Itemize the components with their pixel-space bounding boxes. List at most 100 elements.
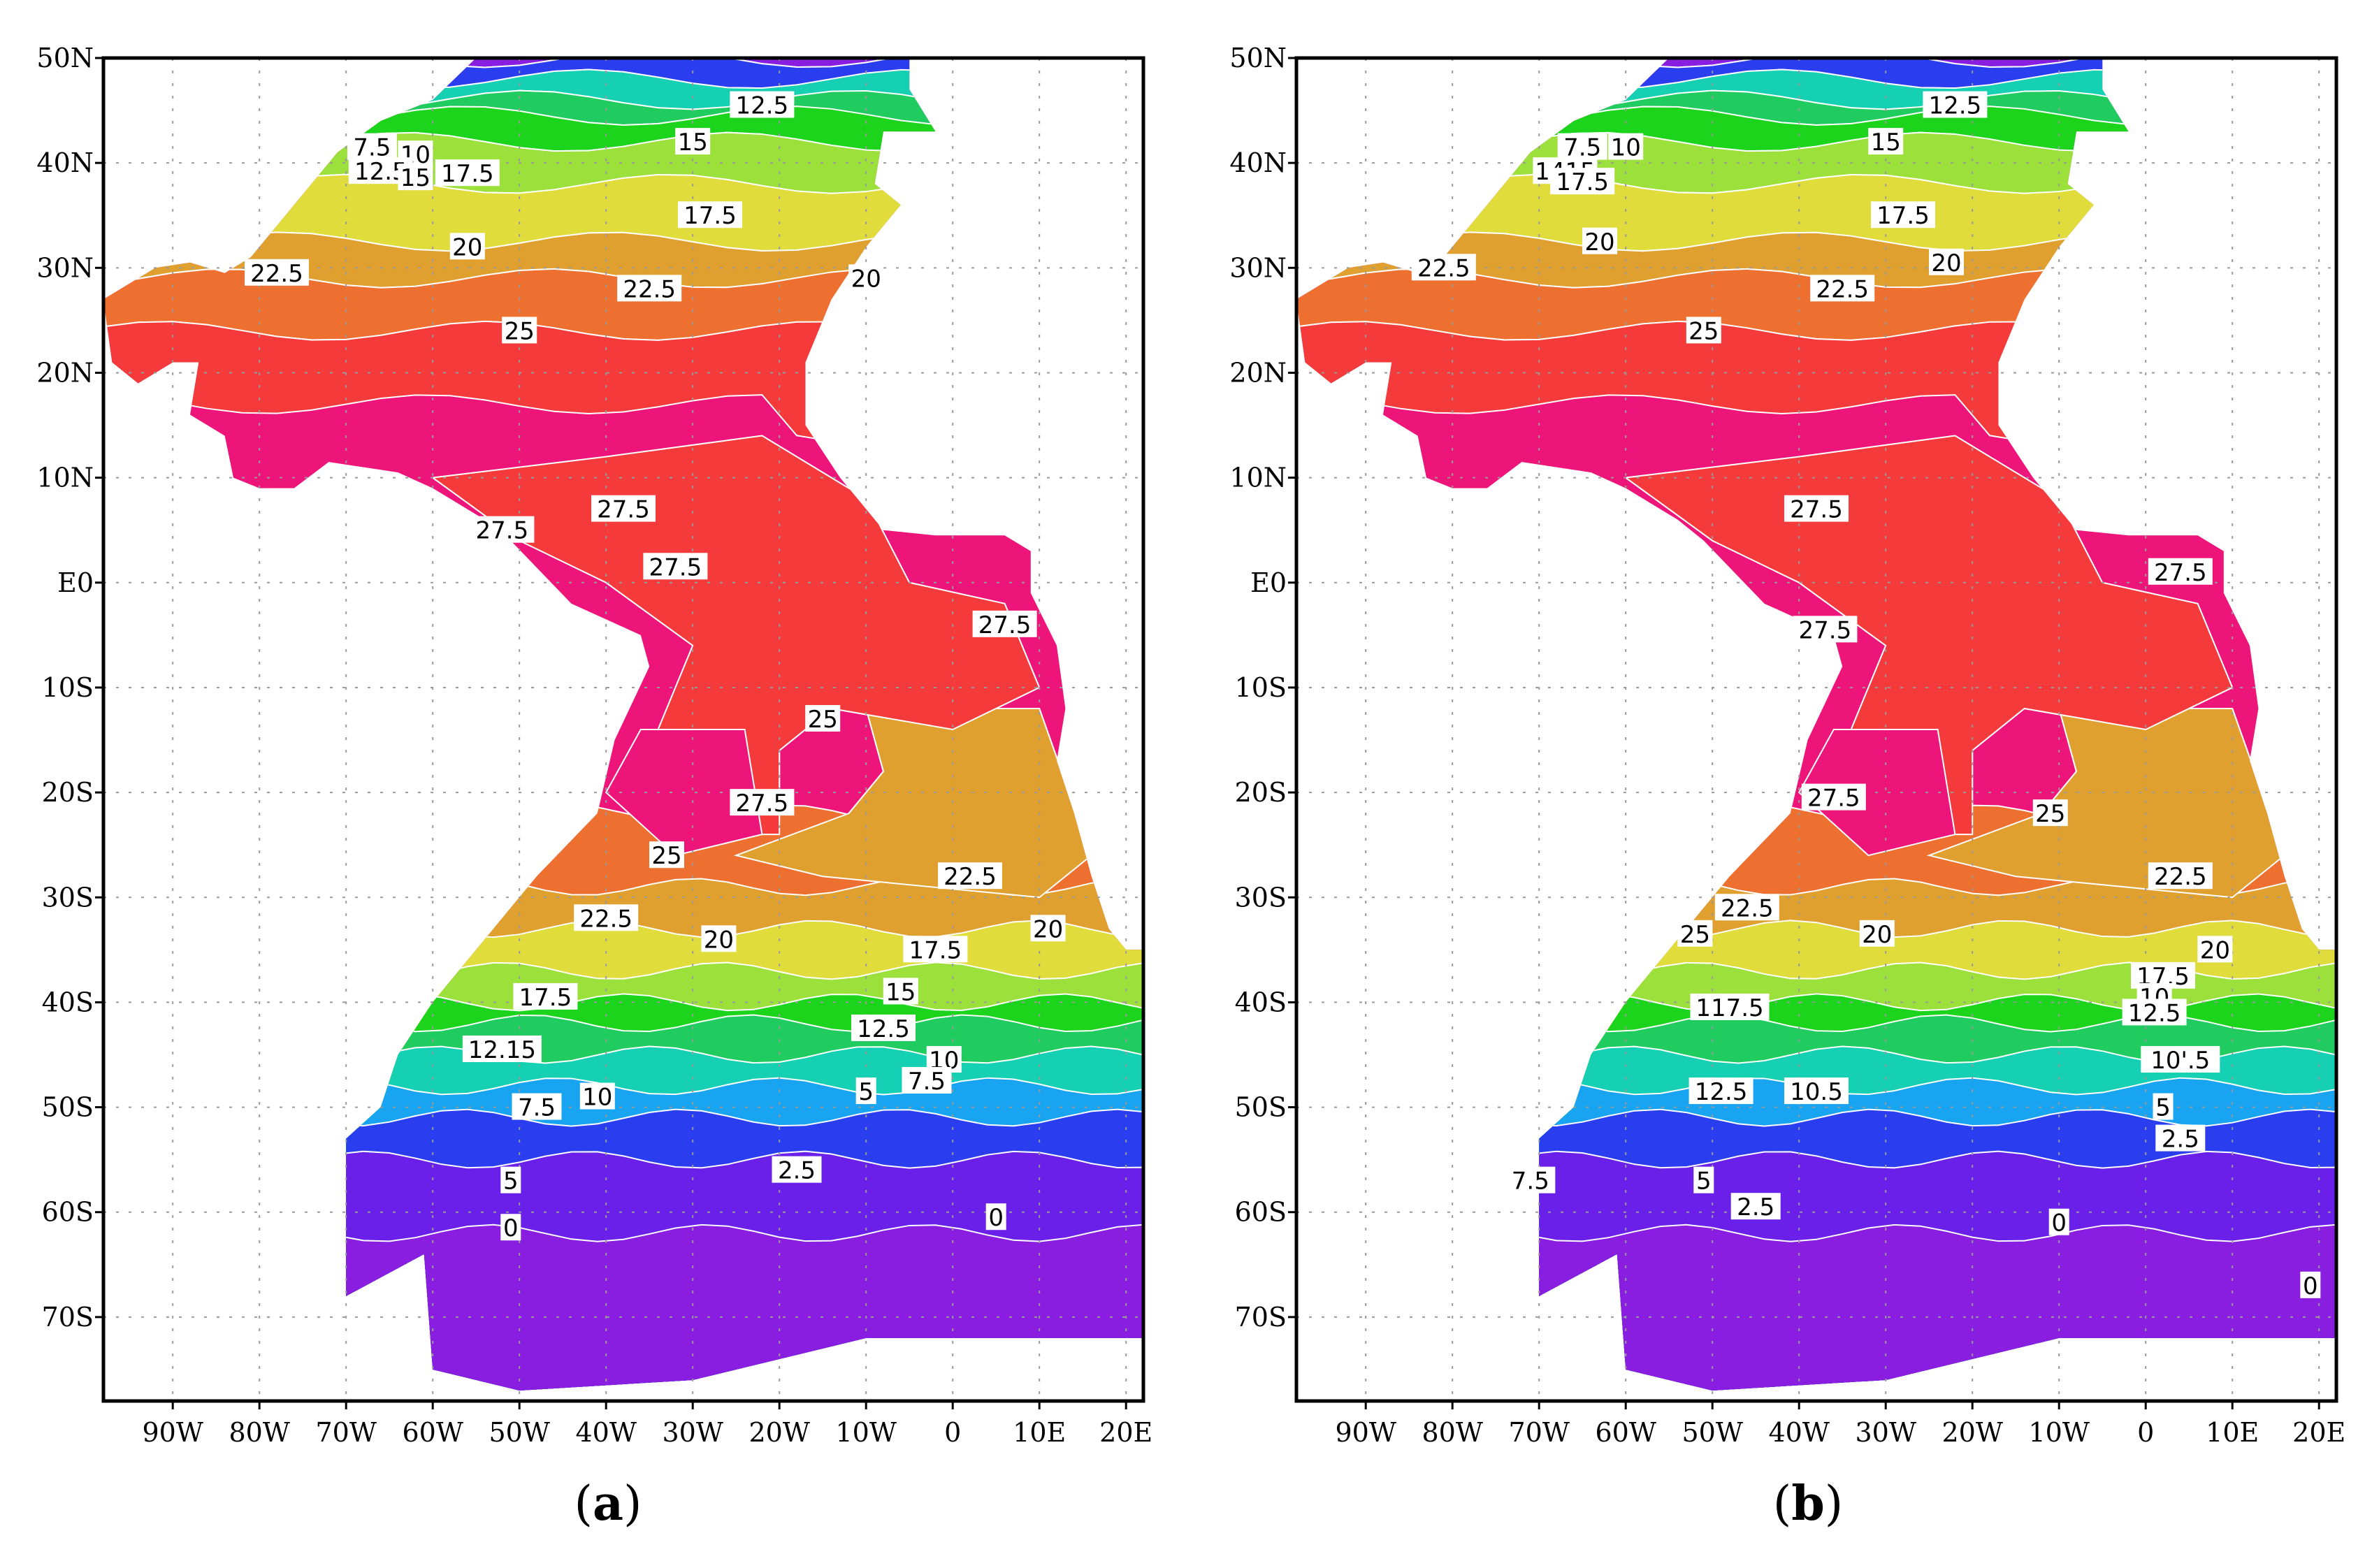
contour-label-box [1690,993,1770,1020]
lon-tick-label: 70W [1508,1417,1569,1448]
contour-label-text: 7.5 [908,1068,946,1096]
contour-label-text: 7.5 [1512,1168,1549,1196]
panel-b-map: 50N 40N 30N 20N 10N E0 10S 20S 30S 40S 50S 60S 70S 90… [1229,43,2345,1448]
contour-label-text: 22.5 [1721,894,1774,922]
contour-label-box [1868,128,1904,155]
lat-tick-label: 20N [1229,357,1287,388]
lat-tick-label: 30S [1235,882,1287,913]
contour-label: 15 [883,978,918,1006]
contour-label-text: 0 [988,1204,1004,1232]
panel-a-caption: (a) [574,1476,642,1532]
contour-label-text: 7.5 [1563,134,1601,162]
lat-tick-label: 10S [42,672,94,703]
lon-tick-label: 40W [1768,1417,1829,1448]
contour-label-box [398,164,433,191]
contour-label: 27.5 [1793,616,1858,644]
lat-tick-label: 30S [42,882,94,913]
lat-tick-label: 60S [42,1197,94,1228]
contour-label-box [2148,558,2213,585]
lon-tick-label: 90W [142,1417,203,1448]
contour-label-box [591,495,656,522]
contour-label-box [1730,1193,1781,1220]
contour-label: 15 [675,128,711,157]
contour-label-text: 17.5 [1556,168,1609,196]
contour-label-box [1686,317,1721,344]
lat-tick-label: 10N [36,463,94,493]
contour-label-box [513,982,578,1010]
contour-label-text: 15 [678,129,708,157]
panel-a-caption-close: ) [623,1476,642,1532]
contour-label-text: 7.5 [518,1094,556,1122]
contour-label: 27.5 [1801,783,1866,813]
lat-tick-label: 50S [42,1092,94,1123]
contour-label-box [675,128,711,155]
lat-tick-label: 70S [1235,1302,1287,1333]
contour-label-box [2032,799,2068,827]
contour-label: 0 [500,1214,521,1242]
contour-label-box [2048,1208,2069,1235]
contour-label-box [985,1203,1006,1231]
contour-label-box [1677,920,1713,947]
contour-label: 2.5 [2155,1124,2206,1154]
contour-label-text: 12.5 [857,1015,910,1043]
contour-label: 12.5 [2122,999,2187,1027]
contour-label: 27.5 [730,789,795,818]
contour-label: 25 [1686,317,1721,345]
lat-tick-label: 20S [42,777,94,808]
contour-label-box [903,936,968,963]
lat-tick-label: 50N [1229,43,1287,73]
contour-label-box [2141,1045,2220,1073]
contour-label-box [805,704,841,732]
contour-label: 7.5 [1557,133,1607,162]
contour-label-text: 2.5 [1737,1193,1774,1221]
contour-label-text: 20 [1862,921,1892,949]
contour-label: 12.15 [462,1035,542,1064]
contour-label-text: 27.5 [649,553,702,581]
panel-b-caption-close: ) [1825,1476,1844,1532]
contour-label-box [883,978,918,1005]
contour-label-text: 15 [1871,129,1901,157]
contour-label-box [1810,275,1875,302]
lon-tick-label: 10W [835,1417,896,1448]
contour-label-text: 27.5 [1799,616,1852,644]
contour-label-box [1608,133,1644,160]
map-frame [101,56,1145,1403]
contour-label-text: 27.5 [476,517,529,545]
contour-label-box [730,789,795,816]
contour-label: 2.5 [1730,1193,1781,1221]
contour-label: 5 [500,1166,521,1196]
panel-b-caption-letter: b [1791,1476,1825,1532]
lat-tick-label: 30N [1229,252,1287,283]
contour-label-box [1689,1077,1753,1105]
contour-label-text: 10'.5 [2150,1047,2210,1075]
contour-label: 5 [2153,1093,2174,1122]
band-s-0 [1296,1224,2336,1391]
contour-label: 27.5 [591,495,656,524]
contour-label-text: 25 [1680,921,1710,949]
contour-label: 20 [1030,915,1066,943]
contour-label-text: 20 [1033,915,1063,943]
contour-label: 22.5 [1810,275,1875,303]
contour-label: 25 [1677,920,1713,949]
contour-label-box [2122,999,2187,1026]
contour-label: 22.5 [2148,862,2213,891]
contour-label-text: 22.5 [623,275,676,303]
contour-label: 7.5 [512,1093,562,1122]
contour-label: 12.5 [730,91,795,120]
contour-label: 0 [2048,1208,2069,1237]
contour-label-box [1411,254,1476,281]
contour-label-text: 22.5 [250,260,303,288]
contour-label: 10 [1608,133,1644,162]
contour-label-box [462,1035,542,1062]
contour-label-text: 27.5 [1790,496,1843,524]
contour-label: 15 [1868,128,1904,157]
lon-tick-label: 20E [2292,1417,2345,1448]
lon-tick-label: 70W [315,1417,376,1448]
contour-label-box [1505,1166,1556,1193]
contour-label-box [500,1214,521,1241]
contour-label-box [1030,915,1066,942]
contour-label-text: 5 [503,1168,519,1196]
contour-label: 17.5 [435,159,500,188]
contour-label-box [643,553,708,580]
contour-label-box [470,516,535,543]
